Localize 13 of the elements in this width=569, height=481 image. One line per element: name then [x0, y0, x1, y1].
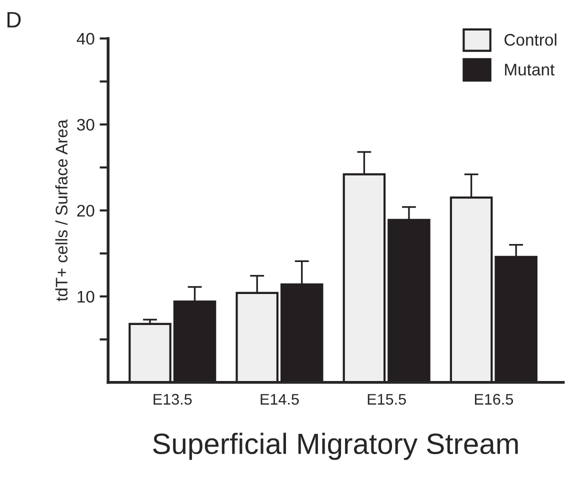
x-tick-label: E16.5: [474, 394, 514, 405]
x-tick-label: E13.5: [154, 394, 192, 405]
x-tick-label: E14.5: [260, 394, 299, 405]
y-tick-label: 30: [77, 118, 94, 131]
text: D: [8, 12, 21, 28]
y-axis-title: tdT+ cells / Surface Area: [55, 119, 68, 302]
y-tick-label: 40: [76, 32, 94, 45]
y-tick-label: 10: [78, 290, 94, 303]
legend-label: Mutant: [505, 64, 555, 76]
x-axis-title: Superficial Migratory Stream: [153, 432, 518, 460]
y-tick-label: 20: [77, 204, 94, 217]
legend-label: Control: [504, 33, 556, 46]
x-tick-label: E15.5: [368, 394, 406, 405]
